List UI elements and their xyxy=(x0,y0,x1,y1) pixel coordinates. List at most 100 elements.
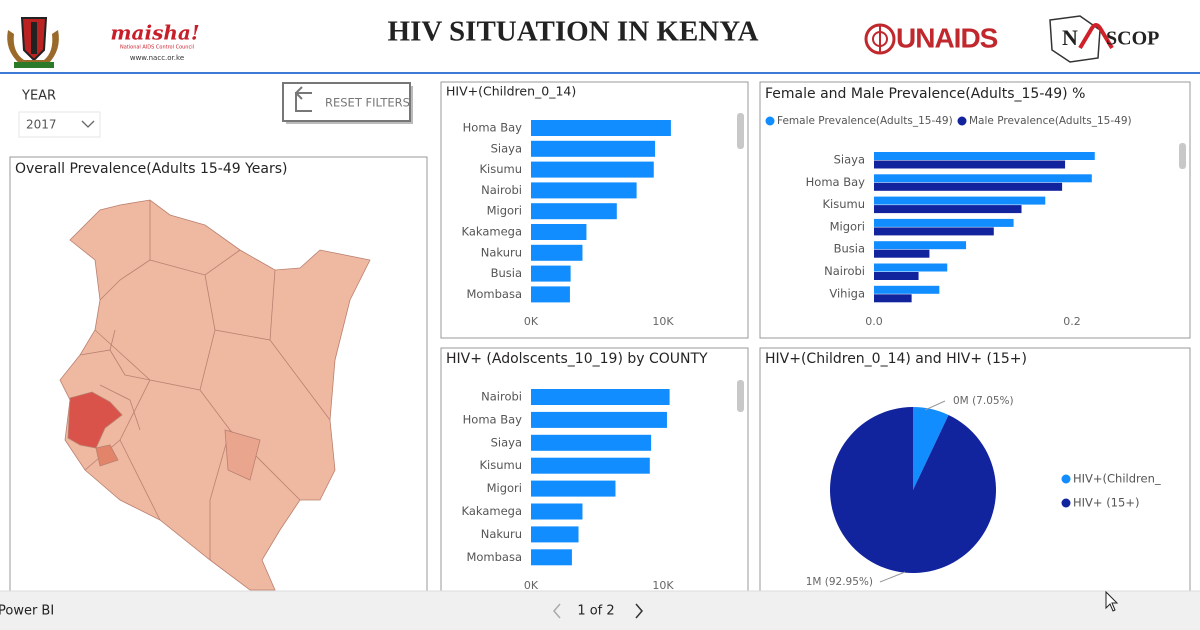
scrollbar[interactable] xyxy=(737,380,744,412)
bar xyxy=(874,218,1014,227)
reset-label: RESET FILTERS xyxy=(325,96,410,110)
category-label: Busia xyxy=(491,266,522,280)
prev-page[interactable] xyxy=(553,603,561,619)
x-tick-label: 10K xyxy=(652,315,674,328)
bar xyxy=(874,205,1022,214)
category-label: Migori xyxy=(487,204,522,218)
legend-marker xyxy=(765,116,775,126)
red-ribbon xyxy=(1078,23,1114,50)
chart-title: HIV+ (Adolscents_10_19) by COUNTY xyxy=(446,351,708,367)
x-tick-label: 0K xyxy=(524,315,539,328)
category-label: Nairobi xyxy=(481,390,522,404)
bar xyxy=(874,160,1066,169)
nacc-logo: maisha! xyxy=(110,21,199,45)
category-label: Nakuru xyxy=(481,245,522,259)
bar xyxy=(531,480,616,497)
kenya-map xyxy=(59,199,371,591)
bar xyxy=(874,272,919,280)
category-label: Siaya xyxy=(491,435,522,449)
category-label: Homa Bay xyxy=(806,175,866,189)
category-label: Siaya xyxy=(491,141,522,155)
header xyxy=(0,0,1200,73)
bar xyxy=(531,244,583,261)
bar xyxy=(874,174,1092,183)
category-label: Kakamega xyxy=(461,504,522,518)
unaids-emblem xyxy=(864,23,896,55)
bar xyxy=(531,265,571,282)
scrollbar[interactable] xyxy=(737,113,744,149)
x-tick-label: 0.0 xyxy=(865,315,883,328)
chart-title: Female and Male Prevalence(Adults_15-49)… xyxy=(765,86,1085,102)
category-label: Vihiga xyxy=(829,286,865,300)
category-label: Mombasa xyxy=(466,550,522,564)
leader-line xyxy=(924,400,946,411)
bar xyxy=(874,152,1095,160)
footer-bar xyxy=(0,591,1200,630)
category-label: Nakuru xyxy=(481,527,522,541)
map-title: Overall Prevalence(Adults 15-49 Years) xyxy=(15,161,288,177)
bar xyxy=(531,434,652,451)
reset-icon xyxy=(295,86,312,112)
year-value: 2017 xyxy=(26,118,57,132)
x-tick-label: 0K xyxy=(524,579,539,592)
bar xyxy=(531,526,579,543)
legend-label: Female Prevalence(Adults_15-49) xyxy=(777,115,953,127)
bar xyxy=(874,182,1063,191)
scrollbar[interactable] xyxy=(1179,143,1186,169)
category-label: Kisumu xyxy=(479,162,522,176)
legend-label: HIV+(Children_ xyxy=(1073,472,1161,486)
bar xyxy=(531,549,572,566)
category-label: Siaya xyxy=(834,153,865,167)
cursor xyxy=(1105,590,1119,612)
bar xyxy=(531,182,637,199)
bar xyxy=(531,286,570,303)
category-label: Migori xyxy=(487,481,522,495)
pie-slice xyxy=(829,406,996,573)
legend-marker xyxy=(1061,474,1071,484)
year-dropdown[interactable] xyxy=(18,111,101,138)
bar xyxy=(531,457,650,474)
page-indicator: 1 of 2 xyxy=(577,604,614,619)
category-label: Busia xyxy=(834,242,865,256)
category-label: Kisumu xyxy=(479,458,522,472)
category-label: Kakamega xyxy=(461,225,522,239)
data-label: 0M (7.05%) xyxy=(953,395,1014,407)
bar xyxy=(531,203,617,220)
bar xyxy=(874,294,912,303)
category-label: Homa Bay xyxy=(463,121,523,135)
dropdown-chevron xyxy=(81,120,95,128)
nacc-url: www.nacc.or.ke xyxy=(130,54,184,62)
bar xyxy=(874,285,940,294)
bar xyxy=(874,227,994,236)
category-label: Nairobi xyxy=(481,183,522,197)
legend-marker xyxy=(1061,498,1071,508)
bar xyxy=(874,249,930,258)
unaids-logo: UNAIDS xyxy=(896,22,998,53)
chart-title: HIV+(Children_0_14) and HIV+ (15+) xyxy=(765,351,1027,367)
category-label: Homa Bay xyxy=(463,412,523,426)
x-tick-label: 10K xyxy=(652,579,674,592)
year-label: YEAR xyxy=(21,89,56,104)
chart-title: HIV+(Children_0_14) xyxy=(446,84,576,99)
bar xyxy=(531,411,667,428)
nacc-name: National AIDS Control Council xyxy=(120,45,194,51)
bar xyxy=(531,140,656,157)
bar xyxy=(874,241,967,250)
bar xyxy=(531,224,587,240)
category-label: Migori xyxy=(830,219,865,233)
pie-slice xyxy=(913,407,949,490)
bar xyxy=(874,196,1046,205)
bar xyxy=(531,161,654,178)
page-title: HIV SITUATION IN KENYA xyxy=(388,16,759,48)
bar xyxy=(531,389,670,405)
nascop-outline xyxy=(1049,15,1101,63)
next-page[interactable] xyxy=(635,603,643,619)
reset-button[interactable] xyxy=(282,82,411,122)
app-name: Power BI xyxy=(0,604,54,619)
category-label: Nairobi xyxy=(824,264,865,278)
bar xyxy=(531,503,583,520)
coat-of-arms xyxy=(7,17,59,68)
category-label: Kisumu xyxy=(822,197,865,211)
